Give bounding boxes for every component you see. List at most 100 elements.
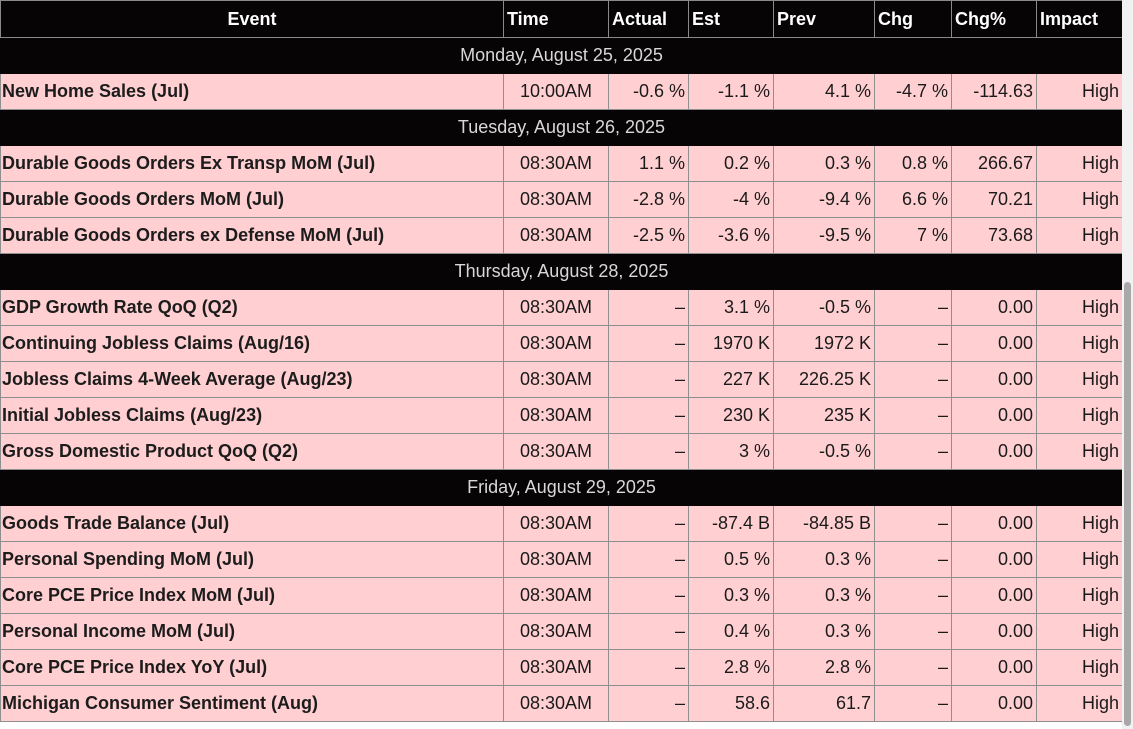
time-cell: 08:30AM [503, 685, 609, 722]
event-cell: Goods Trade Balance (Jul) [0, 505, 504, 542]
table-row[interactable]: Core PCE Price Index MoM (Jul) 08:30AM –0.… [0, 577, 1123, 614]
impact-cell: High [1036, 433, 1123, 470]
prev-cell: -9.5 % [773, 217, 875, 254]
impact-cell: High [1036, 577, 1123, 614]
prev-cell: -0.5 % [773, 433, 875, 470]
date-group-row: Monday, August 25, 2025 [0, 37, 1123, 74]
date-label: Friday, August 29, 2025 [0, 469, 1123, 506]
impact-cell: High [1036, 397, 1123, 434]
header-est[interactable]: Est [688, 0, 774, 38]
chg-cell: -4.7 % [874, 73, 952, 110]
table-row[interactable]: Durable Goods Orders MoM (Jul) 08:30AM -2.… [0, 181, 1123, 218]
est-cell: 2.8 % [688, 649, 774, 686]
table-row[interactable]: Continuing Jobless Claims (Aug/16) 08:30A… [0, 325, 1123, 362]
header-actual[interactable]: Actual [608, 0, 689, 38]
date-label: Monday, August 25, 2025 [0, 37, 1123, 74]
actual-cell: – [608, 505, 689, 542]
time-cell: 08:30AM [503, 145, 609, 182]
est-cell: -4 % [688, 181, 774, 218]
est-cell: 3.1 % [688, 289, 774, 326]
scrollbar-thumb[interactable] [1124, 282, 1131, 726]
actual-cell: – [608, 289, 689, 326]
table-row[interactable]: New Home Sales (Jul) 10:00AM -0.6 % -1.1 % 4… [0, 73, 1123, 110]
header-impact[interactable]: Impact [1036, 0, 1123, 38]
table-row[interactable]: Personal Income MoM (Jul) 08:30AM –0.4 % 0.… [0, 613, 1123, 650]
est-cell: 3 % [688, 433, 774, 470]
header-prev[interactable]: Prev [773, 0, 875, 38]
vertical-scrollbar[interactable] [1122, 0, 1133, 729]
est-cell: -1.1 % [688, 73, 774, 110]
table-row[interactable]: Initial Jobless Claims (Aug/23) 08:30AM –2… [0, 397, 1123, 434]
impact-cell: High [1036, 613, 1123, 650]
header-event[interactable]: Event [0, 0, 504, 38]
date-group-row: Thursday, August 28, 2025 [0, 253, 1123, 290]
table-row[interactable]: Core PCE Price Index YoY (Jul) 08:30AM –2.… [0, 649, 1123, 686]
time-cell: 08:30AM [503, 541, 609, 578]
actual-cell: – [608, 325, 689, 362]
table-row[interactable]: GDP Growth Rate QoQ (Q2) 08:30AM –3.1 % -0.… [0, 289, 1123, 326]
header-chg-percent[interactable]: Chg% [951, 0, 1037, 38]
table-row[interactable]: Personal Spending MoM (Jul) 08:30AM –0.5 %… [0, 541, 1123, 578]
est-cell: 227 K [688, 361, 774, 398]
table-row[interactable]: Gross Domestic Product QoQ (Q2) 08:30AM –3… [0, 433, 1123, 470]
est-cell: 1970 K [688, 325, 774, 362]
date-label: Thursday, August 28, 2025 [0, 253, 1123, 290]
date-group-row: Tuesday, August 26, 2025 [0, 109, 1123, 146]
event-cell: Personal Spending MoM (Jul) [0, 541, 504, 578]
est-cell: 0.3 % [688, 577, 774, 614]
event-cell: Jobless Claims 4-Week Average (Aug/23) [0, 361, 504, 398]
actual-cell: -2.8 % [608, 181, 689, 218]
chg-percent-cell: 266.67 [951, 145, 1037, 182]
chg-percent-cell: 0.00 [951, 541, 1037, 578]
actual-cell: 1.1 % [608, 145, 689, 182]
est-cell: 0.2 % [688, 145, 774, 182]
table-row[interactable]: Jobless Claims 4-Week Average (Aug/23) 08… [0, 361, 1123, 398]
event-cell: Gross Domestic Product QoQ (Q2) [0, 433, 504, 470]
time-cell: 08:30AM [503, 505, 609, 542]
est-cell: 0.5 % [688, 541, 774, 578]
chg-cell: 7 % [874, 217, 952, 254]
chg-cell: – [874, 505, 952, 542]
chg-cell: – [874, 685, 952, 722]
actual-cell: – [608, 361, 689, 398]
impact-cell: High [1036, 289, 1123, 326]
chg-percent-cell: 0.00 [951, 397, 1037, 434]
table-row[interactable]: Durable Goods Orders ex Defense MoM (Jul… [0, 217, 1123, 254]
header-chg[interactable]: Chg [874, 0, 952, 38]
time-cell: 08:30AM [503, 649, 609, 686]
table-row[interactable]: Goods Trade Balance (Jul) 08:30AM – -87.4 B… [0, 505, 1123, 542]
impact-cell: High [1036, 685, 1123, 722]
est-cell: -3.6 % [688, 217, 774, 254]
prev-cell: 4.1 % [773, 73, 875, 110]
event-cell: Personal Income MoM (Jul) [0, 613, 504, 650]
header-time[interactable]: Time [503, 0, 609, 38]
table-body: Monday, August 25, 2025 New Home Sales (J… [0, 37, 1123, 722]
actual-cell: – [608, 649, 689, 686]
chg-cell: 0.8 % [874, 145, 952, 182]
prev-cell: 235 K [773, 397, 875, 434]
chg-percent-cell: 70.21 [951, 181, 1037, 218]
prev-cell: 0.3 % [773, 541, 875, 578]
chg-percent-cell: 0.00 [951, 325, 1037, 362]
est-cell: 230 K [688, 397, 774, 434]
chg-percent-cell: 0.00 [951, 613, 1037, 650]
actual-cell: – [608, 397, 689, 434]
time-cell: 08:30AM [503, 325, 609, 362]
header-row: Event Time Actual Est Prev Chg Chg% Impa… [0, 0, 1123, 38]
actual-cell: – [608, 685, 689, 722]
event-cell: Durable Goods Orders Ex Transp MoM (Jul) [0, 145, 504, 182]
table-row[interactable]: Durable Goods Orders Ex Transp MoM (Jul)… [0, 145, 1123, 182]
table-row[interactable]: Michigan Consumer Sentiment (Aug) 08:30AM… [0, 685, 1123, 722]
chg-percent-cell: 0.00 [951, 433, 1037, 470]
chg-percent-cell: 0.00 [951, 685, 1037, 722]
time-cell: 08:30AM [503, 613, 609, 650]
time-cell: 08:30AM [503, 217, 609, 254]
prev-cell: -9.4 % [773, 181, 875, 218]
impact-cell: High [1036, 181, 1123, 218]
chg-cell: – [874, 577, 952, 614]
chg-percent-cell: 0.00 [951, 361, 1037, 398]
actual-cell: – [608, 433, 689, 470]
chg-cell: 6.6 % [874, 181, 952, 218]
chg-cell: – [874, 361, 952, 398]
chg-percent-cell: 0.00 [951, 505, 1037, 542]
